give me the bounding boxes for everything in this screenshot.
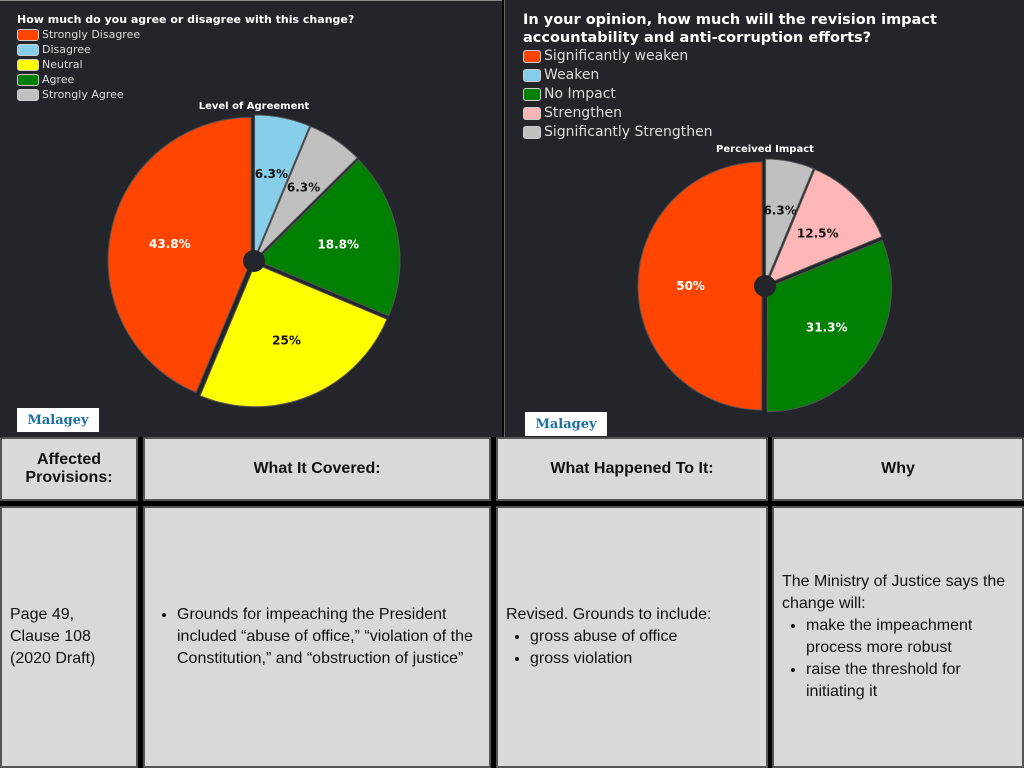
why-intro: The Ministry of Justice says the change … <box>782 573 1006 612</box>
legend-label: No Impact <box>544 86 616 102</box>
legend-item: Significantly Strengthen <box>523 123 713 142</box>
legend-label: Strongly Disagree <box>42 28 141 41</box>
why-item: raise the threshold for initiating it <box>806 659 1014 703</box>
why-item: make the impeachment process more robust <box>806 615 1014 659</box>
pie-slice-agree <box>256 159 401 317</box>
pie-slice-strongly-disagree <box>107 116 252 394</box>
legend-label: Agree <box>42 73 75 86</box>
legend-item: Agree <box>17 72 140 87</box>
pie-chart: 6.3%6.3% 18.8% 25% 43.8% <box>107 114 401 408</box>
legend-item: Strongly Agree <box>17 87 140 102</box>
pie-slice-strengthen <box>766 168 883 285</box>
legend-swatch <box>17 58 39 71</box>
legend: Significantly weaken Weaken No Impact Stren… <box>523 47 713 142</box>
legend-label: Disagree <box>42 43 91 56</box>
data-label: 6.3% <box>287 180 320 194</box>
legend-item: Disagree <box>17 42 140 57</box>
data-label: 6.3% <box>763 204 796 218</box>
legend-swatch <box>523 107 541 120</box>
pie-slice-significantly-strengthen <box>765 158 815 284</box>
legend-label: Weaken <box>544 67 600 83</box>
chart-title: Level of Agreement <box>198 101 310 112</box>
legend-swatch <box>17 88 39 101</box>
happened-item: gross violation <box>530 648 711 670</box>
impact-chart-panel: In your opinion, how much will the revis… <box>504 0 1024 437</box>
legend-item: Weaken <box>523 66 713 85</box>
why-cell: The Ministry of Justice says the change … <box>772 506 1024 768</box>
legend-swatch <box>523 69 541 82</box>
pie-slice-no-impact <box>766 239 892 413</box>
pie-center-hole <box>754 275 776 297</box>
pie-slice-significantly-weaken <box>637 161 763 411</box>
legend-swatch <box>523 50 541 63</box>
header-what-happened: What Happened To It: <box>496 437 768 501</box>
provision-text: Page 49, Clause 108 (2020 Draft) <box>10 606 96 667</box>
legend-label: Strongly Agree <box>42 88 124 101</box>
happened-item: gross abuse of office <box>530 626 711 648</box>
provision-cell: Page 49, Clause 108 (2020 Draft) <box>0 506 138 768</box>
covered-item: Grounds for impeaching the President inc… <box>177 604 481 670</box>
legend-label: Significantly weaken <box>544 48 689 64</box>
pie-slice-strongly-agree <box>255 125 358 259</box>
legend-item: Strengthen <box>523 104 713 123</box>
legend-swatch <box>17 73 39 86</box>
chart-title: Perceived Impact <box>716 144 814 155</box>
data-label: 31.3% <box>806 320 848 334</box>
legend-item: No Impact <box>523 85 713 104</box>
header-what-it-covered: What It Covered: <box>143 437 491 501</box>
legend-label: Significantly Strengthen <box>544 124 713 140</box>
data-label: 25% <box>272 333 301 347</box>
data-label: 6.3% <box>255 167 288 181</box>
pie-slice-neutral <box>199 263 388 408</box>
malagey-logo: Malagey <box>17 408 99 432</box>
data-label: 50% <box>676 279 705 293</box>
happened-intro: Revised. Grounds to include: <box>506 606 712 623</box>
pie-chart: 6.3%12.5% 31.3% 50% <box>637 158 892 413</box>
legend-label: Neutral <box>42 58 83 71</box>
legend-item: Neutral <box>17 57 140 72</box>
chart-question: How much do you agree or disagree with t… <box>17 13 355 26</box>
pie-center-hole <box>243 250 265 272</box>
data-label: 43.8% <box>149 237 191 251</box>
agreement-chart-panel: How much do you agree or disagree with t… <box>0 0 502 437</box>
legend-item: Significantly weaken <box>523 47 713 66</box>
legend-swatch <box>523 126 541 139</box>
covered-cell: Grounds for impeaching the President inc… <box>143 506 491 768</box>
legend-item: Strongly Disagree <box>17 27 140 42</box>
data-label: 18.8% <box>317 238 359 252</box>
pie-slice-disagree <box>254 114 311 259</box>
legend: Strongly Disagree Disagree Neutral Agree Str… <box>17 27 140 102</box>
happened-cell: Revised. Grounds to include: gross abuse … <box>496 506 768 768</box>
header-why: Why <box>772 437 1024 501</box>
malagey-logo: Malagey <box>525 412 607 436</box>
legend-label: Strengthen <box>544 105 623 121</box>
chart-question: In your opinion, how much will the revis… <box>523 12 937 46</box>
legend-swatch <box>17 28 39 41</box>
legend-swatch <box>523 88 541 101</box>
header-affected-provisions: Affected Provisions: <box>0 437 138 501</box>
legend-swatch <box>17 43 39 56</box>
data-label: 12.5% <box>797 227 839 241</box>
